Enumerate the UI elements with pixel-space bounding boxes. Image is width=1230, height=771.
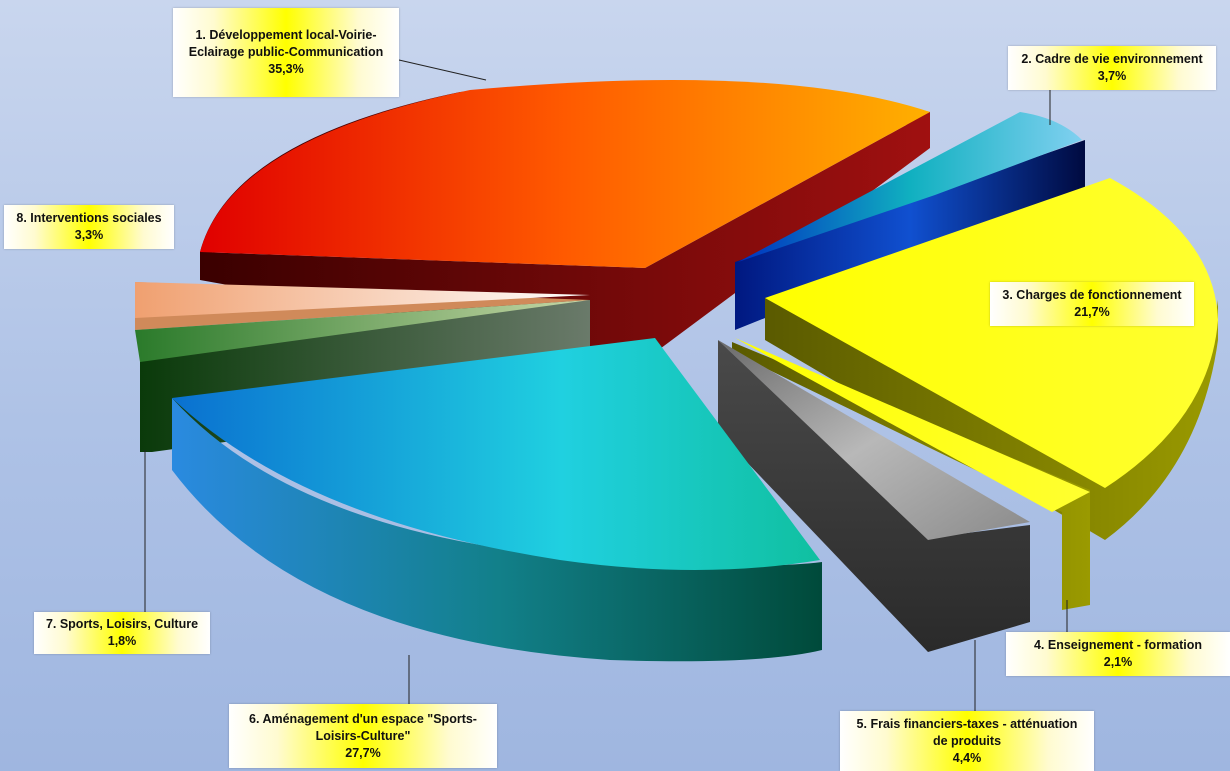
slice-label-4-value: 2,1% (1103, 655, 1133, 669)
slice-label-1-category-line: 1. Développement local-Voirie- (195, 28, 377, 42)
slice-label-6: 6. Aménagement d'un espace "Sports- Loisi… (229, 704, 497, 768)
pie-slice-4 (732, 338, 1090, 610)
slice-label-8-value: 3,3% (74, 228, 104, 242)
slice-label-1-category-line: Eclairage public-Communication (188, 45, 384, 59)
pie-slice-5 (718, 340, 1030, 652)
slice-label-1: 1. Développement local-Voirie- Eclairage … (173, 8, 399, 97)
slice-label-5: 5. Frais financiers-taxes - atténuation d… (840, 711, 1094, 771)
slice-label-3-value: 21,7% (1074, 305, 1110, 319)
slice-label-2-category-line: 2. Cadre de vie environnement (1021, 52, 1203, 66)
leader-lines (144, 59, 1068, 711)
slice-label-7-category-line: 7. Sports, Loisirs, Culture (45, 617, 199, 631)
pie-slices (135, 79, 1218, 662)
slice-label-5-value: 4,4% (952, 750, 982, 765)
slice-label-8: 8. Interventions sociales 3,3% (4, 205, 174, 249)
pie-slice-3 (765, 178, 1218, 540)
slice-label-3-category-line: 3. Charges de fonctionnement (1002, 288, 1182, 302)
pie-slice-6-side (172, 398, 822, 662)
slice-label-5-category-line: 5. Frais financiers-taxes - atténuation (856, 716, 1078, 731)
pie-slice-8 (135, 282, 590, 330)
pie-slice-4-top (735, 338, 1090, 512)
slice-label-4: 4. Enseignement - formation 2,1% (1006, 632, 1230, 676)
slice-label-6-value: 27,7% (345, 745, 381, 760)
slice-label-7-value: 1,8% (107, 634, 137, 648)
pie-slice-5-side (718, 340, 1030, 652)
pie-slice-2-top (738, 112, 1082, 262)
slice-label-2-value: 3,7% (1097, 69, 1127, 83)
leader-line-1 (398, 59, 487, 81)
slice-label-2: 2. Cadre de vie environnement 3,7% (1008, 46, 1216, 90)
pie-slice-8-top (135, 282, 590, 318)
pie-slice-6-top (172, 338, 820, 570)
pie-slice-1-top (200, 79, 930, 268)
slice-label-5-category-line: de produits (932, 733, 1002, 748)
pie-slice-5-top (718, 340, 1030, 540)
slice-label-7: 7. Sports, Loisirs, Culture 1,8% (34, 612, 210, 654)
pie-slice-3-top (765, 178, 1218, 488)
slice-label-4-category-line: 4. Enseignement - formation (1033, 638, 1203, 652)
pie-slice-6 (172, 338, 822, 662)
slice-label-6-category-line: 6. Aménagement d'un espace "Sports- (249, 711, 477, 726)
pie-slice-7-top (135, 300, 590, 362)
slice-label-1-value: 35,3% (268, 62, 304, 76)
slice-label-8-category-line: 8. Interventions sociales (16, 211, 162, 225)
slice-label-3: 3. Charges de fonctionnement 21,7% (990, 282, 1194, 326)
slice-label-6-category-line: Loisirs-Culture" (315, 728, 411, 743)
